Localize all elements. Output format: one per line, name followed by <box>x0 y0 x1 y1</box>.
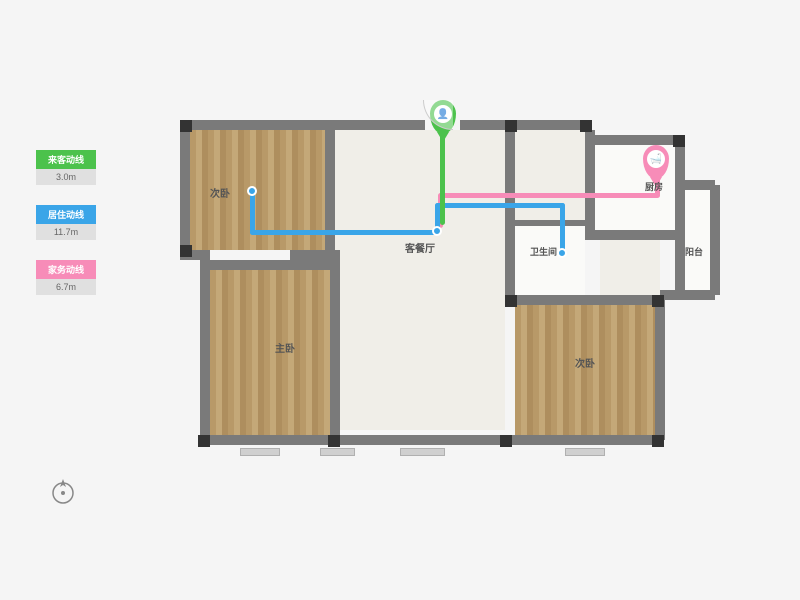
label-balcony: 阳台 <box>685 245 703 258</box>
window-mark <box>565 448 605 456</box>
legend-value-house: 6.7m <box>36 279 96 295</box>
path-living <box>250 230 440 235</box>
path-dot <box>557 248 567 258</box>
wall <box>335 120 425 130</box>
path-living <box>435 203 565 208</box>
wall <box>515 220 590 226</box>
label-bedroom-r: 次卧 <box>575 355 595 370</box>
legend-item-living: 居住动线 11.7m <box>36 205 96 240</box>
wall <box>655 295 665 440</box>
wall <box>200 260 210 440</box>
wall <box>460 120 590 130</box>
legend-item-guest: 来客动线 3.0m <box>36 150 96 185</box>
label-bathroom: 卫生间 <box>530 245 557 258</box>
room-living <box>335 130 505 430</box>
legend: 来客动线 3.0m 居住动线 11.7m 家务动线 6.7m <box>36 150 96 315</box>
path-dot <box>247 186 257 196</box>
wall <box>180 120 190 250</box>
label-master: 主卧 <box>275 340 295 355</box>
wall <box>585 130 595 230</box>
wall <box>590 135 680 145</box>
legend-value-living: 11.7m <box>36 224 96 240</box>
corner <box>198 435 210 447</box>
legend-label-living: 居住动线 <box>36 205 96 224</box>
corner <box>673 135 685 147</box>
wall <box>505 130 515 300</box>
path-living <box>250 190 255 235</box>
wall <box>200 260 335 270</box>
wall <box>585 230 675 240</box>
corner <box>505 120 517 132</box>
path-living <box>560 203 565 253</box>
corner <box>328 435 340 447</box>
corner <box>580 120 592 132</box>
wall <box>505 435 660 445</box>
corner <box>180 245 192 257</box>
label-bedroom-tl: 次卧 <box>210 185 230 200</box>
wall <box>675 135 685 295</box>
door-arc <box>423 100 453 130</box>
room-bathroom <box>515 225 585 295</box>
room-bedroom-right <box>515 305 655 435</box>
path-dot <box>432 226 442 236</box>
room-master <box>210 270 330 435</box>
wall <box>290 250 340 260</box>
bath-icon: 🛁 <box>647 150 665 168</box>
corner <box>652 295 664 307</box>
label-kitchen: 厨房 <box>645 180 663 193</box>
wall <box>505 295 660 305</box>
wall <box>200 435 510 445</box>
corner <box>505 295 517 307</box>
compass-icon <box>48 475 78 505</box>
wall <box>710 185 720 295</box>
window-mark <box>400 448 445 456</box>
wall <box>330 260 340 440</box>
path-housework <box>440 193 660 198</box>
wall <box>680 180 715 190</box>
corner <box>180 120 192 132</box>
room-balcony-area <box>600 240 660 295</box>
wall <box>180 120 330 130</box>
label-living: 客餐厅 <box>405 240 435 255</box>
corner <box>652 435 664 447</box>
legend-value-guest: 3.0m <box>36 169 96 185</box>
legend-label-guest: 来客动线 <box>36 150 96 169</box>
legend-label-house: 家务动线 <box>36 260 96 279</box>
wall <box>660 290 715 300</box>
window-mark <box>240 448 280 456</box>
window-mark <box>320 448 355 456</box>
legend-item-housework: 家务动线 6.7m <box>36 260 96 295</box>
corner <box>500 435 512 447</box>
floorplan: 👤 .marker[data-name="marker-person"]::af… <box>180 90 720 450</box>
